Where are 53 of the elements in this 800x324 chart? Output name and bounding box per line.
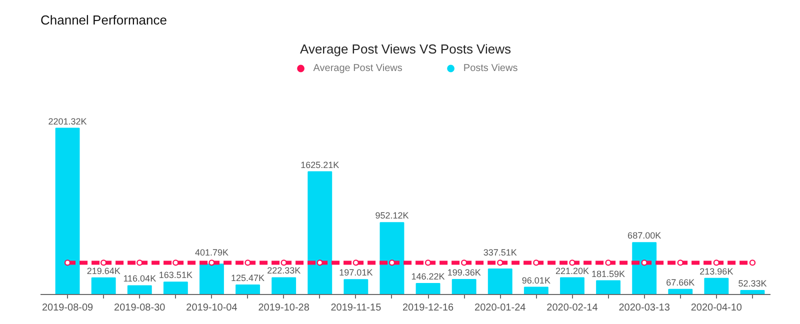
- bar: [704, 278, 729, 294]
- legend-label: Average Post Views: [313, 62, 402, 74]
- data-label: 213.96K: [700, 266, 734, 276]
- x-tick-label: 2020-01-24: [474, 302, 526, 314]
- bar: [236, 284, 260, 294]
- bar: [91, 277, 116, 294]
- bar: [200, 264, 224, 294]
- x-tick-label: 2020-03-13: [618, 302, 670, 314]
- bar: [416, 282, 440, 294]
- bar: [308, 171, 332, 294]
- data-label: 125.47K: [231, 273, 265, 284]
- data-label: 146.22K: [411, 271, 445, 282]
- data-label: 2201.32K: [48, 116, 87, 126]
- x-tick-label: 2019-11-15: [330, 302, 382, 314]
- bar: [55, 128, 80, 294]
- data-label: 952.12K: [375, 210, 409, 221]
- x-tick-label: 2020-02-14: [546, 302, 598, 314]
- x-tick-label: 2019-08-09: [42, 302, 94, 314]
- bar: [596, 280, 620, 294]
- bar: [560, 277, 584, 294]
- data-label: 219.64K: [86, 266, 120, 276]
- bar: [488, 268, 512, 294]
- data-label: 96.01K: [522, 275, 550, 286]
- bar: [127, 285, 152, 294]
- chart-subtitle: Average Post Views VS Posts Views: [300, 42, 512, 56]
- bar: [344, 279, 368, 294]
- data-label: 67.66K: [666, 277, 695, 288]
- x-tick-label: 2019-10-28: [258, 302, 310, 314]
- bar: [524, 286, 548, 294]
- legend-label: Posts Views: [463, 62, 518, 74]
- chart-title: Channel Performance: [40, 12, 167, 28]
- x-tick-label: 2019-12-16: [402, 302, 454, 314]
- data-label: 222.33K: [267, 266, 301, 276]
- data-label: 337.51K: [483, 248, 517, 258]
- bar: [632, 242, 657, 294]
- bar: [452, 278, 476, 294]
- data-label: 401.79K: [194, 248, 228, 258]
- x-tick-label: 2020-04-10: [690, 302, 742, 314]
- data-label: 197.01K: [339, 268, 373, 278]
- data-label: 687.00K: [628, 230, 662, 241]
- bar: [163, 282, 188, 294]
- bar: [668, 288, 693, 294]
- x-tick-label: 2019-08-30: [114, 302, 166, 314]
- data-label: 116.04K: [123, 274, 156, 284]
- data-label: 181.59K: [592, 268, 626, 279]
- data-label: 52.33K: [738, 278, 767, 289]
- data-label: 199.36K: [447, 267, 481, 278]
- bar: [380, 222, 404, 294]
- data-label: 163.51K: [158, 270, 192, 280]
- data-label: 221.20K: [555, 266, 589, 276]
- data-label: 1625.21K: [300, 160, 340, 170]
- x-tick-label: 2019-10-04: [186, 302, 238, 314]
- bar: [272, 277, 296, 294]
